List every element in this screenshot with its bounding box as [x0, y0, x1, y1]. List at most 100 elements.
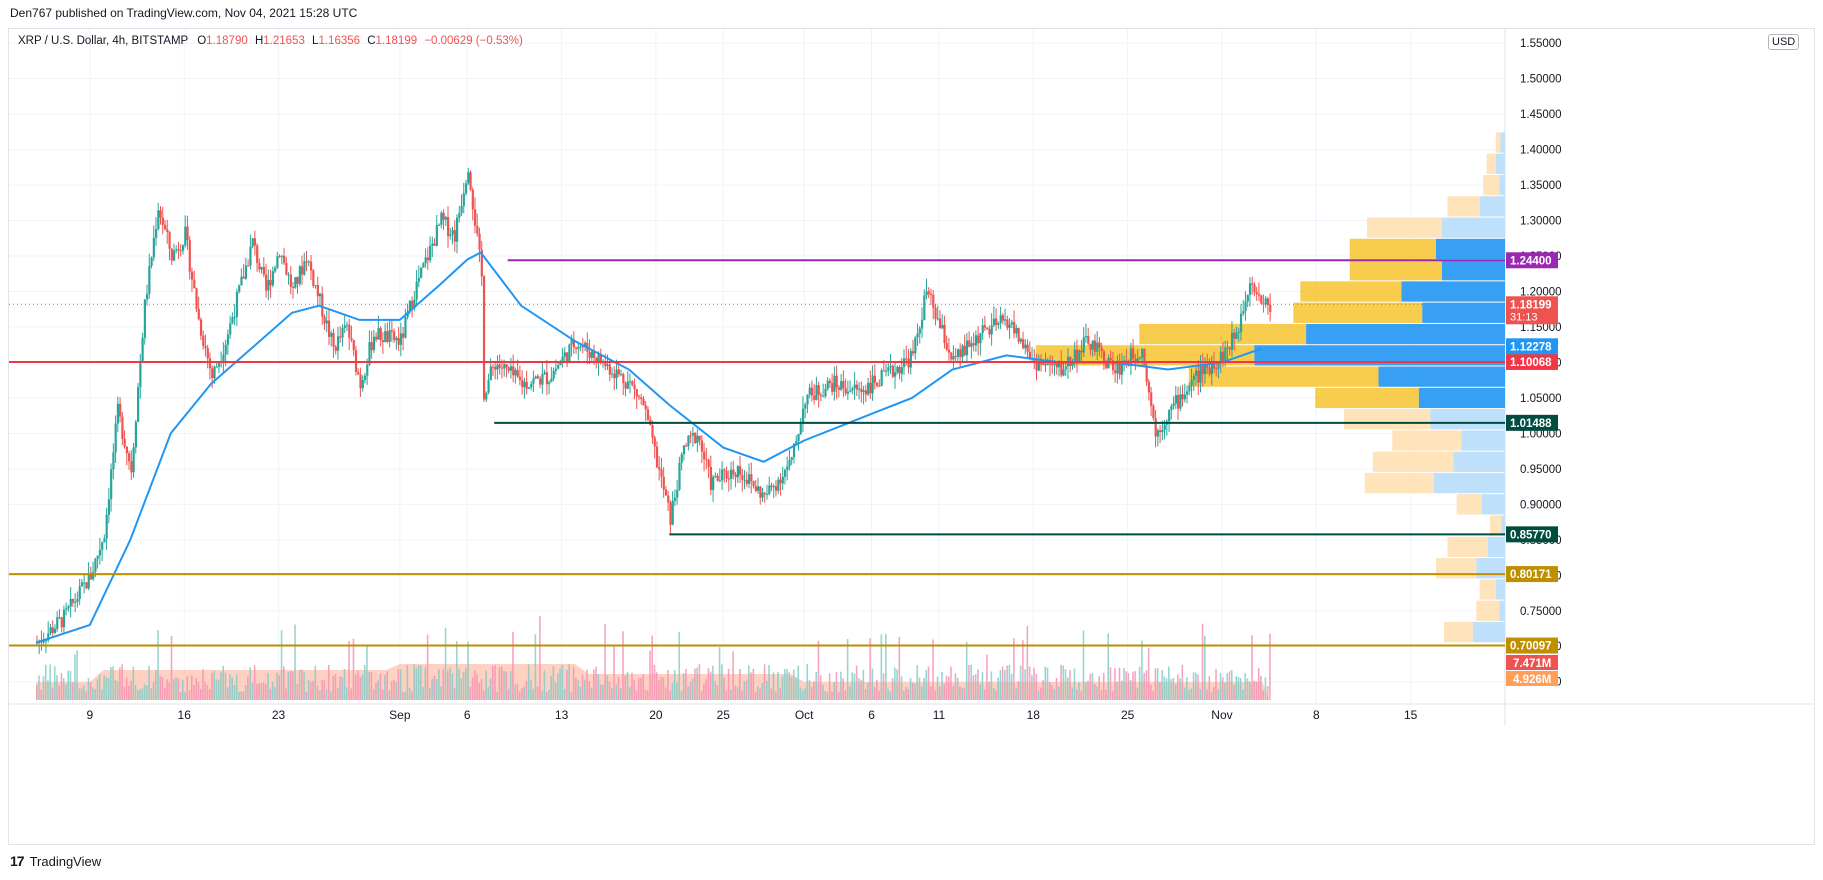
volume-bar: [696, 667, 698, 700]
publish-line: Den767 published on TradingView.com, Nov…: [10, 6, 358, 20]
volume-bar: [862, 669, 865, 700]
legend-high-label: H: [254, 35, 264, 47]
volume-profile-down-bar: [1482, 494, 1505, 515]
volume-bar: [404, 691, 406, 700]
candle-body: [217, 362, 221, 367]
volume-bar: [590, 687, 593, 700]
volume-bar: [1224, 682, 1226, 700]
volume-profile-down-bar: [1306, 323, 1505, 345]
candle-body: [541, 374, 544, 385]
candle-body: [456, 217, 459, 242]
candle-body: [842, 380, 845, 389]
candle-body: [516, 369, 519, 377]
candle-body: [1078, 350, 1081, 362]
x-tick-label: 9: [87, 708, 94, 722]
volume-bar: [1066, 677, 1069, 700]
y-tick-label: 1.55000: [1520, 38, 1562, 50]
volume-bar: [1062, 665, 1065, 700]
volume-bar: [265, 683, 267, 700]
volume-bar: [566, 669, 568, 700]
candle-body: [431, 243, 434, 246]
candle-body: [561, 356, 564, 363]
volume-bar: [62, 678, 65, 700]
volume-bar: [817, 640, 820, 700]
volume-bar: [1138, 666, 1141, 700]
footer-brand[interactable]: TradingView: [29, 853, 102, 869]
volume-bar: [1233, 684, 1235, 700]
candle-body: [512, 366, 515, 376]
volume-bar: [898, 637, 901, 700]
candle-body: [752, 481, 755, 487]
volume-bar: [727, 668, 730, 700]
candle-body: [1134, 358, 1137, 362]
volume-bar: [678, 631, 680, 700]
volume-bar: [1080, 691, 1083, 700]
volume-bar: [458, 668, 460, 700]
candle-body: [476, 225, 479, 234]
candle-body: [597, 353, 600, 364]
candle-body: [56, 617, 59, 629]
level-axis-tag: [1506, 566, 1558, 583]
volume-bar: [240, 691, 242, 700]
volume-bar: [748, 665, 750, 700]
candle-body: [1190, 380, 1193, 386]
candle-body: [206, 347, 209, 359]
candle-body: [817, 385, 820, 395]
candle-body: [451, 230, 454, 235]
volume-bar: [199, 688, 202, 700]
candle-body: [981, 325, 984, 333]
currency-button[interactable]: USD: [1768, 34, 1800, 50]
volume-bar: [1181, 664, 1184, 700]
candle-body: [608, 364, 611, 375]
volume-bar: [332, 676, 335, 700]
volume-bar: [366, 644, 368, 700]
candle-body: [995, 318, 998, 326]
volume-bar: [80, 687, 83, 700]
volume-bar: [833, 682, 835, 700]
candle-body: [712, 476, 715, 491]
candle-body: [840, 380, 843, 390]
volume-bar: [1165, 678, 1168, 700]
candle-body: [397, 338, 400, 345]
volume-bar: [491, 666, 494, 700]
candle-body: [253, 238, 257, 246]
volume-bar: [1150, 684, 1152, 700]
candle-body: [202, 335, 205, 346]
volume-bar: [1046, 667, 1049, 700]
volume-bar: [941, 672, 943, 700]
volume-bar: [896, 669, 898, 700]
volume-bar: [599, 684, 602, 700]
chart-frame[interactable]: [8, 28, 1815, 845]
candle-body: [179, 250, 182, 252]
candle-body: [402, 333, 405, 338]
candle-body: [882, 370, 885, 372]
candle-body: [579, 346, 582, 348]
candle-body: [786, 466, 789, 471]
volume-bar: [429, 687, 431, 700]
candle-body: [336, 336, 340, 351]
volume-bar: [415, 668, 418, 700]
volume-bar: [1208, 675, 1211, 700]
volume-bar: [444, 627, 447, 700]
volume-bar: [1031, 675, 1033, 700]
candle-body: [388, 330, 391, 342]
candle-body: [878, 385, 881, 387]
candle-body: [123, 438, 126, 447]
volume-bar: [42, 676, 45, 700]
candle-body: [669, 502, 672, 525]
volume-bar: [1237, 677, 1240, 700]
volume-bar: [637, 678, 640, 700]
volume-profile-down-bar: [1501, 515, 1505, 536]
candle-body: [700, 440, 704, 452]
candle-body: [1022, 339, 1025, 349]
volume-bar: [399, 669, 402, 700]
candle-body: [76, 599, 79, 603]
volume-bar: [1177, 674, 1179, 700]
candle-body: [85, 582, 88, 589]
volume-bar: [352, 638, 355, 700]
candle-body: [1230, 332, 1234, 350]
volume-bar: [238, 691, 240, 700]
candle-body: [505, 364, 508, 368]
volume-bar: [298, 669, 301, 700]
